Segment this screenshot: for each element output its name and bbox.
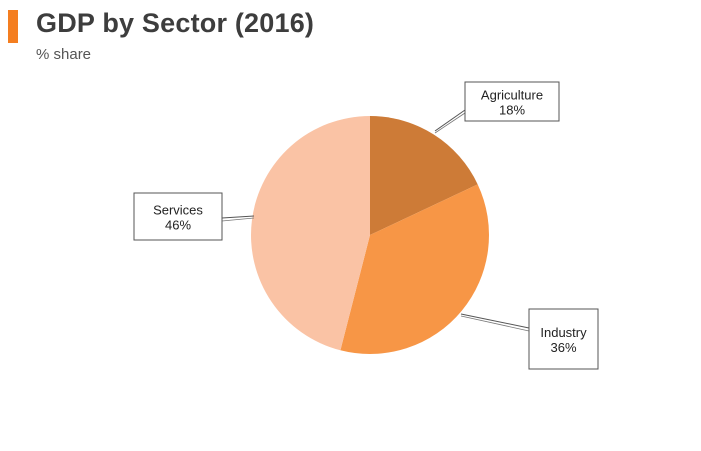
slice-label-name-agriculture: Agriculture (481, 88, 543, 103)
pie-slice-industry (340, 184, 489, 354)
slice-label-name-services: Services (153, 203, 203, 218)
leader-line-shadow-industry (460, 315, 530, 332)
chart-subtitle: % share (36, 46, 92, 63)
label-box-services (133, 192, 223, 241)
leader-line-shadow-agriculture (434, 112, 466, 134)
slice-label-value-agriculture: 18% (499, 103, 525, 118)
label-box-agriculture (464, 81, 560, 122)
chart-title: GDP by Sector (2016) (36, 8, 315, 38)
leader-line-services (221, 215, 255, 219)
slice-label-value-industry: 36% (550, 340, 576, 355)
label-leader-lines (221, 109, 530, 332)
leader-line-shadow-services (221, 217, 255, 222)
leader-line-industry (460, 313, 530, 329)
label-box-industry (528, 308, 599, 370)
slice-label-name-industry: Industry (540, 325, 587, 340)
pie-slice-services (251, 116, 370, 351)
pie-slice-agriculture (370, 116, 478, 235)
slice-label-value-services: 46% (165, 218, 191, 233)
title-accent-bar (8, 10, 18, 43)
pie-slices (251, 116, 489, 354)
leader-line-agriculture (434, 109, 466, 132)
